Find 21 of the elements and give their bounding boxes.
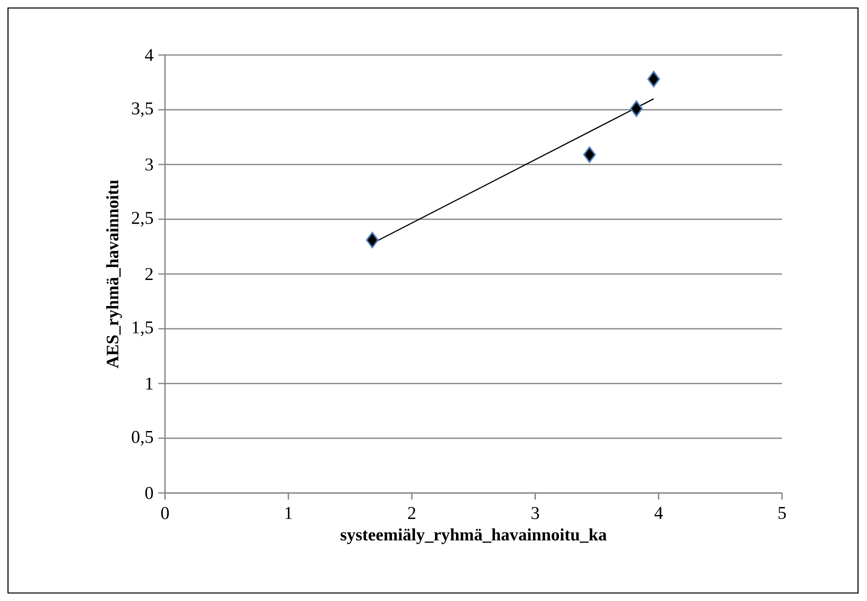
point [647,70,660,88]
y-tick-label: 0,5 [132,430,153,446]
y-tick-label: 3 [145,158,153,171]
point [630,100,643,117]
x-tick-label: 1 [285,507,292,519]
point [583,146,596,163]
x-tick-label: 3 [532,507,540,520]
y-tick-label: 1,5 [132,321,153,336]
y-tick-label: 4 [144,49,154,61]
y-tick-label: 1 [146,378,153,390]
y-tick-label: 2,5 [132,212,153,227]
x-tick-label: 5 [778,507,786,519]
y-tick-label: 3,5 [132,102,153,118]
x-tick-label: 4 [654,507,663,519]
y-tick-label: 0 [145,486,153,500]
x-axis-title: systeemiäly_ryhmä_havainnoitu_ka [340,528,607,544]
y-tick-label: 2 [145,268,153,280]
x-tick-label: 2 [408,507,416,519]
x-tick-label: 0 [161,507,169,520]
point [366,232,379,248]
y-axis-title: AES_ryhmä_havainnoitu [106,180,122,368]
